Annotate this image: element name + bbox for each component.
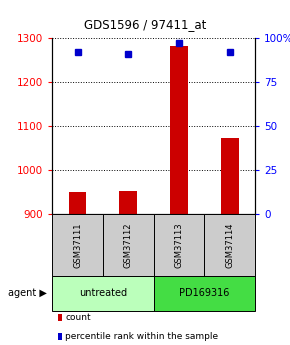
- Bar: [52, 214, 103, 276]
- Bar: [204, 214, 255, 276]
- Text: percentile rank within the sample: percentile rank within the sample: [65, 332, 218, 341]
- Bar: [52, 276, 154, 310]
- Text: GSM37111: GSM37111: [73, 222, 82, 268]
- Text: GSM37112: GSM37112: [124, 222, 133, 268]
- Text: GDS1596 / 97411_at: GDS1596 / 97411_at: [84, 18, 206, 31]
- Bar: [154, 214, 204, 276]
- Bar: [154, 276, 255, 310]
- Text: agent ▶: agent ▶: [8, 288, 46, 298]
- Bar: [69, 192, 86, 214]
- Bar: [103, 214, 154, 276]
- Bar: [119, 191, 137, 214]
- Bar: [170, 46, 188, 214]
- Text: PD169316: PD169316: [179, 288, 230, 298]
- Bar: [221, 138, 239, 214]
- Text: GSM37114: GSM37114: [225, 222, 234, 268]
- Text: GSM37113: GSM37113: [175, 222, 184, 268]
- Text: count: count: [65, 313, 91, 322]
- Text: untreated: untreated: [79, 288, 127, 298]
